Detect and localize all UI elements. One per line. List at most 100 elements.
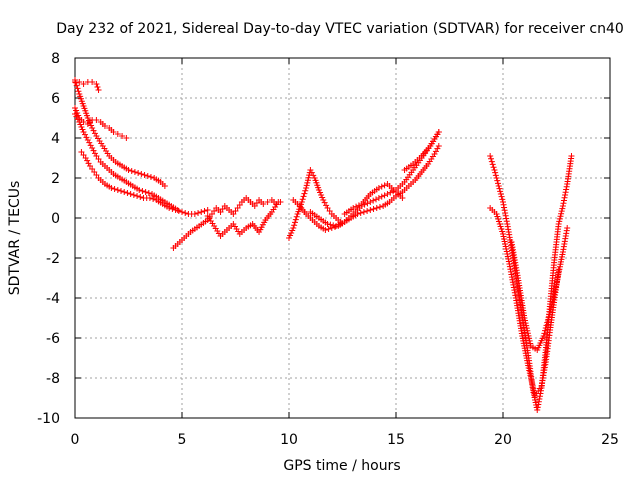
data-point [330,222,337,229]
data-point [544,317,551,323]
data-point [275,199,282,205]
data-point [381,192,388,199]
data-point [94,84,101,90]
data-point [525,332,532,339]
data-point [360,209,367,215]
data-point [81,131,88,138]
data-point [370,197,377,204]
x-tick-label: 20 [494,432,512,448]
data-point [101,123,108,129]
data-point [304,179,311,186]
data-point [492,172,499,179]
data-point [85,160,92,167]
data-point [384,191,391,197]
data-point [111,186,118,192]
data-point [387,189,394,196]
series-trace-l [401,129,442,173]
y-tick-label: -10 [37,411,60,427]
data-point [551,291,558,298]
data-point [364,208,371,214]
data-point [544,319,551,326]
data-point [72,79,79,86]
data-point [305,174,312,181]
data-point [543,322,550,329]
data-point [292,216,299,223]
y-tick-label: 2 [51,171,60,187]
data-point [338,220,345,227]
data-point [501,204,508,211]
data-point [492,169,499,176]
data-point [291,222,298,229]
data-point [320,197,327,203]
data-point [264,199,271,205]
data-point [500,201,507,208]
data-point [525,365,532,371]
data-point [560,197,567,204]
data-point [91,130,98,137]
data-point [74,85,81,92]
data-point [487,153,494,159]
data-point [488,155,495,162]
plot-frame [74,57,611,419]
data-point [201,208,208,214]
data-point [147,174,154,180]
data-point [142,189,149,195]
x-tick-label: 15 [387,432,405,448]
data-point [373,205,380,211]
data-point [121,189,128,195]
data-point [138,171,145,177]
data-point [562,189,569,196]
data-point [293,213,300,220]
series-trace-k [341,181,406,217]
data-point [308,169,315,176]
data-point [561,194,568,201]
data-point [530,385,537,392]
data-point [496,185,503,192]
data-point [545,314,552,321]
data-point [500,199,506,205]
y-tick-label: 0 [51,211,60,227]
data-point [150,196,157,202]
data-point [399,195,406,201]
data-point [90,147,97,154]
data-point [302,187,309,194]
data-point [353,203,360,210]
data-point [390,188,397,195]
data-point [552,286,559,293]
data-point [328,225,335,231]
data-point [182,210,189,216]
data-point [534,407,541,413]
data-point [119,133,126,139]
data-point [550,293,557,300]
data-point [535,401,542,408]
y-tick-label: 8 [51,51,60,67]
data-point [489,161,496,168]
data-point [307,167,314,173]
data-point [128,168,135,174]
data-point [558,210,565,217]
data-point [526,337,533,344]
data-point [534,404,541,411]
data-point [89,145,96,151]
data-point [145,190,152,196]
data-point [367,207,374,213]
series-trace-h [286,167,344,241]
series-trace-c [78,149,211,217]
data-point [552,283,559,290]
data-point [495,183,502,189]
data-point [89,79,96,85]
data-point [136,187,143,193]
data-point [322,227,329,233]
data-point [527,340,534,347]
data-point [376,204,383,210]
y-tick-label: -4 [46,291,60,307]
data-point [549,296,556,303]
data-point [503,215,510,222]
data-point [118,188,125,194]
data-point [490,164,497,171]
data-point [144,173,151,179]
data-point [75,88,82,95]
data-point [357,210,364,216]
data-point [93,81,100,87]
data-point [502,212,509,219]
